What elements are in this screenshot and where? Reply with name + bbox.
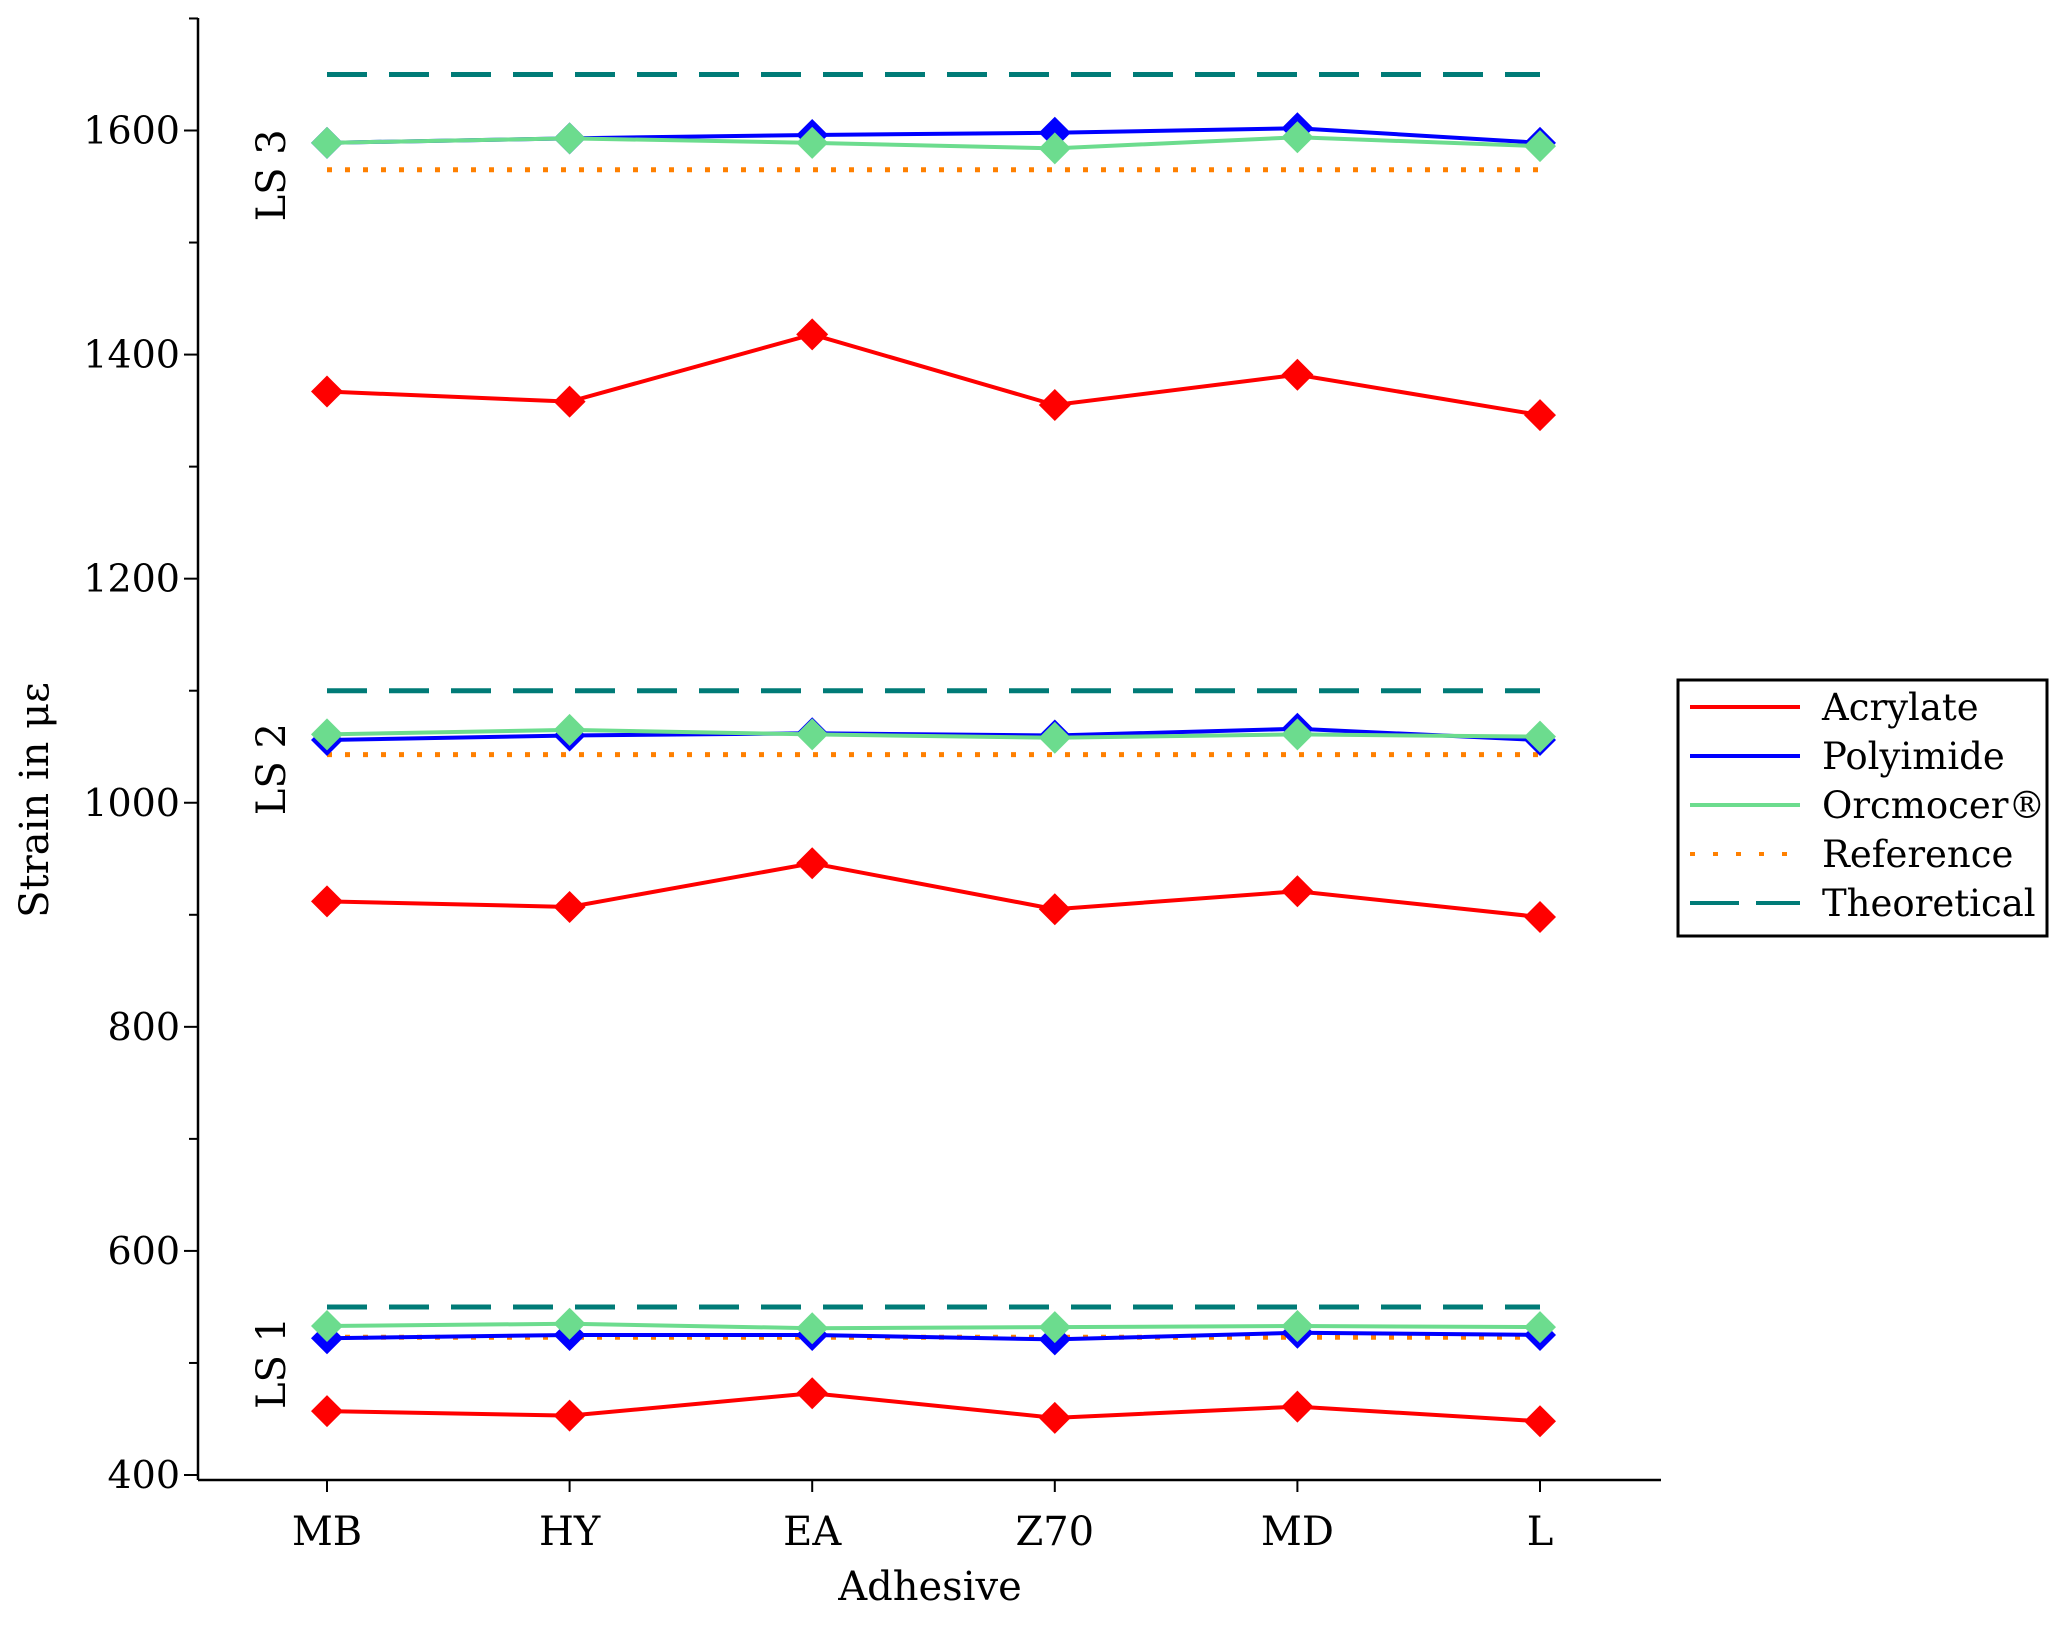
group-label: LS 3 [249, 129, 295, 221]
orcmocer-line [326, 135, 1541, 151]
acrylate-point [1524, 1405, 1556, 1438]
orcmocer-point [553, 713, 586, 746]
orcmocer-point [1281, 121, 1314, 154]
acrylate-point [553, 890, 586, 923]
y-tick-label: 800 [107, 1005, 180, 1049]
group-label: LS 1 [249, 1317, 295, 1409]
group-label: LS 2 [249, 723, 295, 815]
orcmocer-point [1524, 1311, 1556, 1344]
x-tick-label: MD [1261, 1509, 1334, 1555]
y-tick-label: 400 [107, 1453, 180, 1497]
acrylate-point [311, 1395, 343, 1428]
acrylate-point [796, 847, 829, 880]
legend-label: Reference [1822, 833, 2013, 876]
y-tick-label: 1200 [83, 557, 180, 601]
acrylate-point [1524, 399, 1556, 432]
legend: Acrylate Polyimide Orcmocer® Reference Theor… [1676, 678, 2049, 938]
orcmocer-point [1524, 720, 1556, 753]
orcmocer-point [311, 718, 343, 751]
legend-label: Polyimide [1822, 735, 2005, 778]
orcmocer-point [1281, 1309, 1314, 1342]
orcmocer-line [326, 1321, 1541, 1331]
orcmocer-point [311, 1309, 343, 1342]
acrylate-point [1038, 893, 1071, 926]
acrylate-point [311, 885, 343, 918]
legend-label: Theoretical [1822, 882, 2036, 925]
acrylate-line [326, 861, 1541, 920]
x-tick-label: EA [783, 1509, 842, 1555]
acrylate-point [553, 1399, 586, 1432]
series-layer [311, 71, 1556, 1438]
orcmocer-point [311, 126, 343, 159]
acrylate-point [1281, 358, 1314, 391]
acrylate-point [796, 1377, 829, 1410]
orcmocer-point [553, 122, 586, 155]
acrylate-point [1524, 901, 1556, 934]
y-tick-label: 1400 [83, 333, 180, 377]
x-axis-label: Adhesive [837, 1564, 1022, 1610]
orcmocer-point [553, 1307, 586, 1340]
orcmocer-point [1038, 721, 1071, 754]
acrylate-line [326, 1391, 1541, 1424]
x-tick-label: L [1527, 1509, 1554, 1555]
orcmocer-point [1038, 132, 1071, 165]
x-tick-label: Z70 [1015, 1509, 1094, 1555]
orcmocer-line [326, 727, 1541, 740]
y-tick-label: 1600 [83, 109, 180, 153]
acrylate-point [1038, 1401, 1071, 1434]
y-tick-label: 600 [107, 1229, 180, 1273]
legend-label: Acrylate [1821, 686, 1979, 729]
acrylate-line [326, 332, 1541, 418]
orcmocer-point [1524, 130, 1556, 163]
axes: 400 600 800 1000 1200 1400 1600 MB HY EA Z70 MD L LS … [83, 17, 1661, 1555]
orcmocer-point [796, 126, 829, 159]
acrylate-point [1038, 389, 1071, 422]
x-tick-label: MB [292, 1509, 362, 1555]
orcmocer-point [796, 1312, 829, 1345]
x-tick-label: HY [539, 1509, 601, 1555]
legend-label: Orcmocer® [1822, 784, 2045, 827]
acrylate-point [1281, 875, 1314, 908]
legend-box [1676, 678, 2049, 938]
orcmocer-point [1038, 1311, 1071, 1344]
acrylate-point [1281, 1390, 1314, 1423]
y-tick-label: 1000 [83, 781, 180, 825]
y-axis-label: Strain in με [12, 682, 58, 918]
polyimide-line [326, 1330, 1541, 1342]
acrylate-point [796, 318, 829, 351]
orcmocer-point [796, 718, 829, 751]
acrylate-point [311, 375, 343, 408]
orcmocer-point [1281, 718, 1314, 751]
acrylate-point [553, 385, 586, 418]
